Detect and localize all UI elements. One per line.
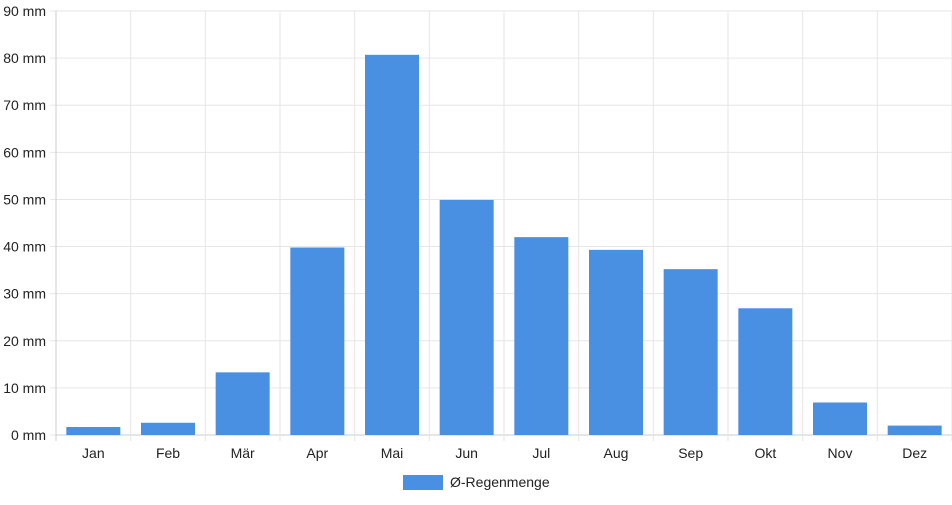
y-axis-ticks: 0 mm 10 mm 20 mm 30 mm 40 mm 50 mm 60 mm 70 mm 8…	[3, 3, 46, 443]
bar-okt	[738, 308, 793, 435]
x-tick-label: Aug	[604, 445, 629, 461]
y-tick-label: 80 mm	[3, 50, 46, 66]
bars-layer	[66, 54, 942, 436]
x-tick-label: Jan	[82, 445, 105, 461]
x-tick-label: Jul	[532, 445, 550, 461]
y-tick-label: 0 mm	[11, 427, 46, 443]
bar-mai	[365, 54, 419, 436]
y-tick-label: 50 mm	[3, 191, 46, 207]
bar-feb	[141, 422, 195, 435]
x-tick-label: Feb	[156, 445, 180, 461]
bar-mär	[215, 372, 270, 435]
legend-label: Ø-Regenmenge	[450, 474, 550, 490]
bar-nov	[813, 402, 867, 435]
x-axis-ticks: Jan Feb Mär Apr Mai Jun Jul Aug Sep Okt Nov Dez	[82, 445, 927, 461]
bar-sep	[663, 269, 718, 435]
y-tick-label: 40 mm	[3, 239, 46, 255]
y-tick-label: 70 mm	[3, 97, 46, 113]
bar-jul	[514, 237, 569, 435]
y-tick-label: 30 mm	[3, 286, 46, 302]
x-tick-label: Okt	[754, 445, 776, 461]
bar-jun	[439, 199, 494, 435]
x-tick-label: Jun	[455, 445, 478, 461]
legend: Ø-Regenmenge	[403, 474, 550, 490]
legend-swatch	[403, 475, 443, 490]
y-tick-label: 90 mm	[3, 3, 46, 19]
bar-jan	[66, 426, 121, 435]
y-tick-label: 20 mm	[3, 333, 46, 349]
bar-dez	[887, 425, 942, 435]
bar-apr	[290, 247, 345, 435]
x-tick-label: Mär	[231, 445, 255, 461]
y-tick-label: 60 mm	[3, 144, 46, 160]
y-tick-label: 10 mm	[3, 380, 46, 396]
x-tick-label: Sep	[678, 445, 703, 461]
bar-aug	[589, 249, 643, 435]
x-tick-label: Apr	[306, 445, 328, 461]
x-tick-label: Nov	[828, 445, 853, 461]
grid-layer	[50, 10, 952, 441]
x-tick-label: Mai	[381, 445, 404, 461]
x-tick-label: Dez	[902, 445, 927, 461]
